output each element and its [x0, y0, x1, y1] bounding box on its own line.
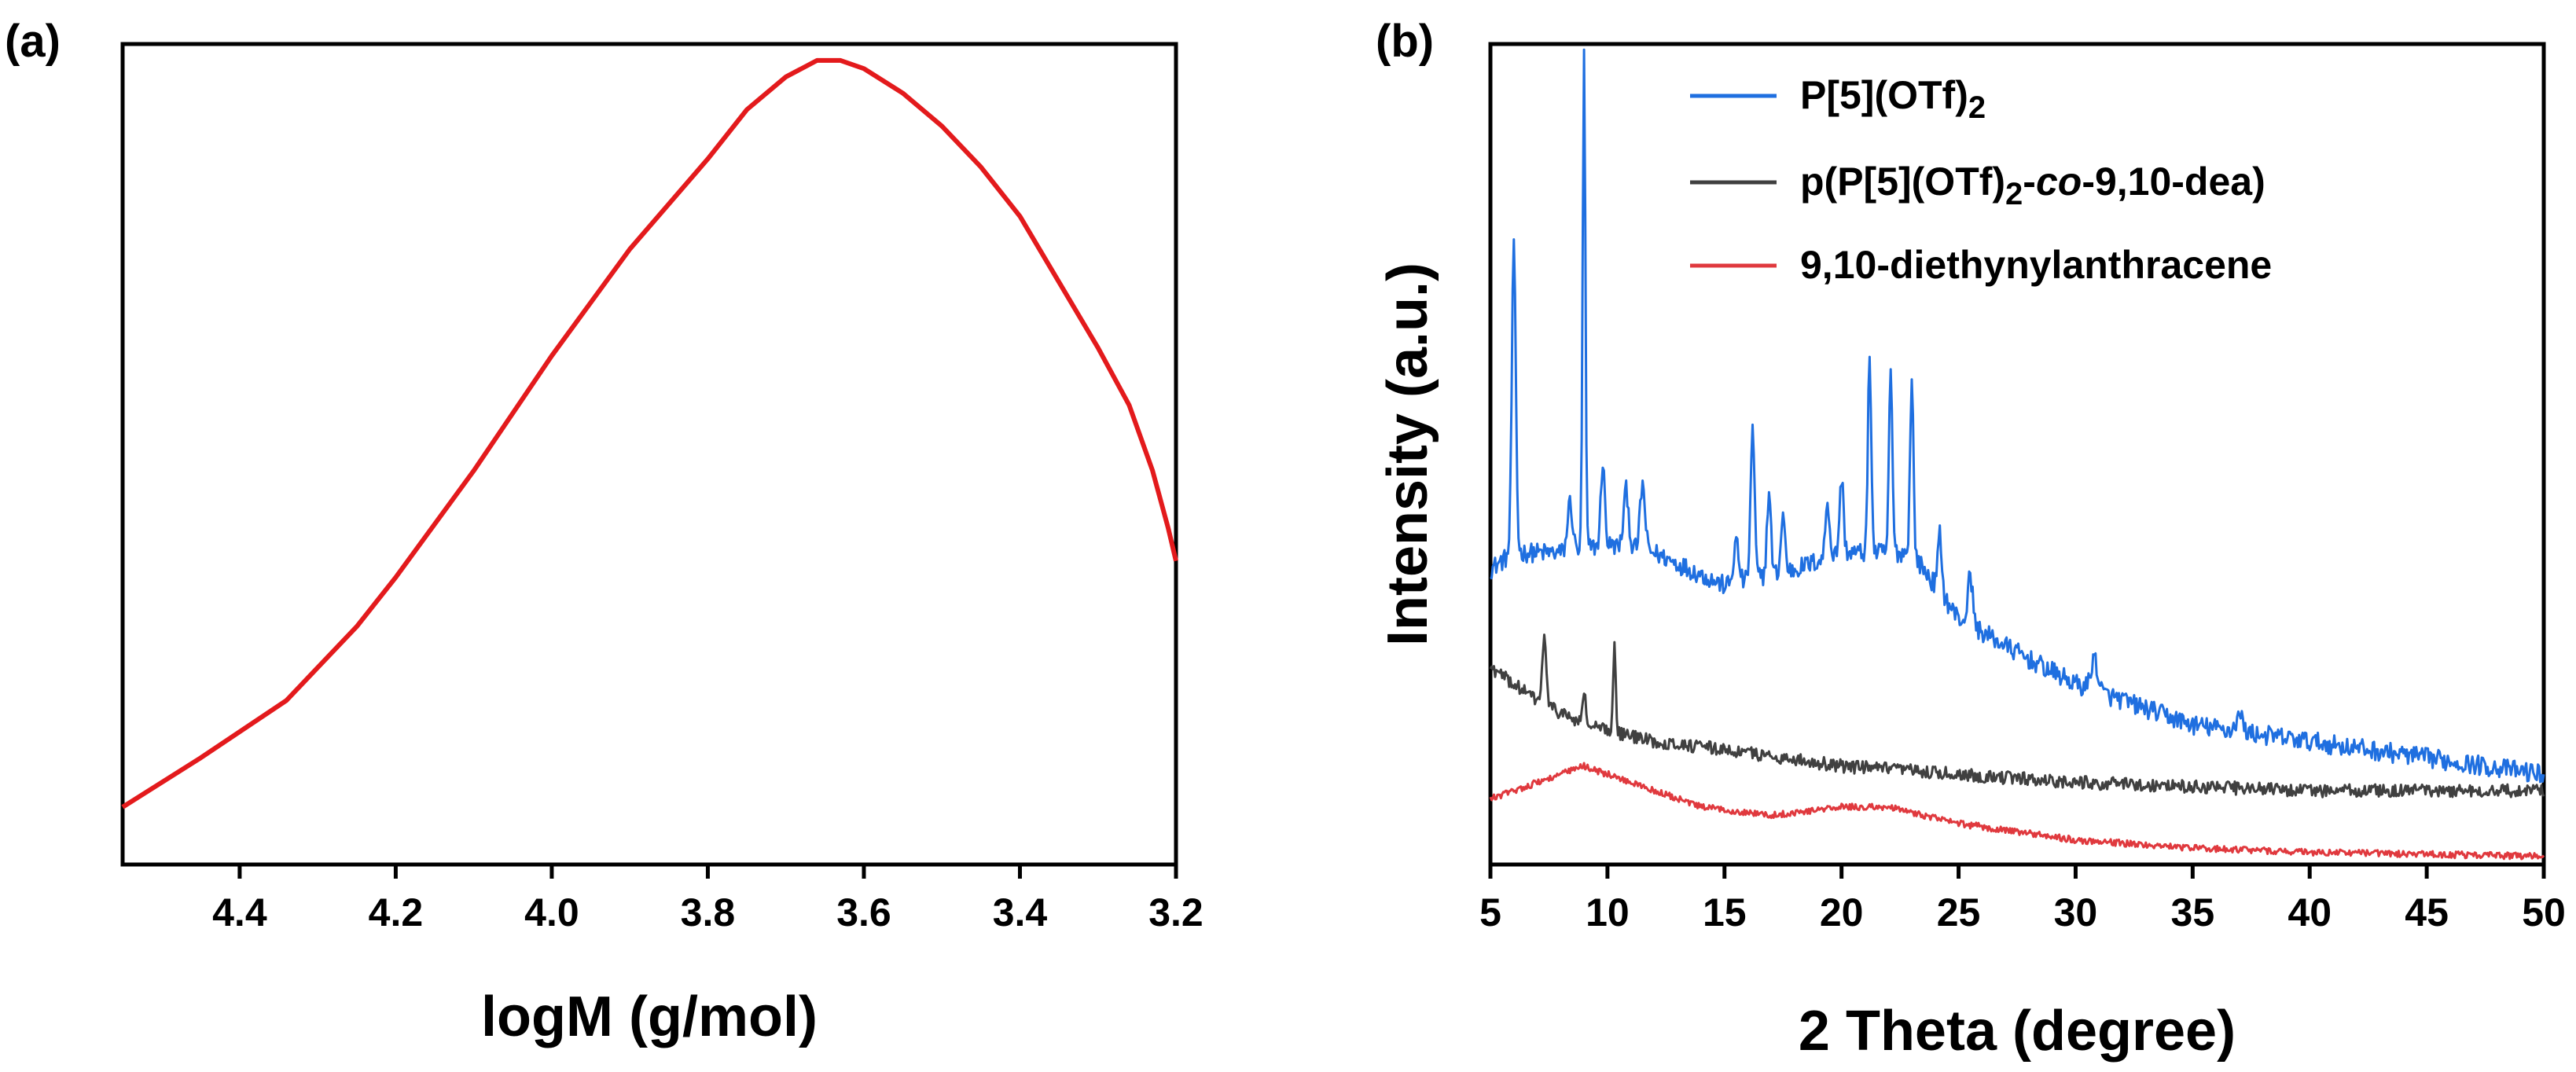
x-tick-label: 50	[2522, 890, 2566, 934]
x-tick-label: 30	[2054, 890, 2098, 934]
x-tick-label: 10	[1586, 890, 1630, 934]
chart-panel-b: (b) 5 10 15 20 25 30 35 40 45 50 2 Theta (degree)…	[1376, 16, 2566, 1063]
legend-label-1: p(P[5](OTf)2-co-9,10-dea)	[1800, 160, 2265, 211]
x-tick-label: 35	[2171, 890, 2215, 934]
x-axis-ticks-a: 4.4 4.2 4.0 3.8 3.6 3.4 3.2	[212, 865, 1203, 934]
series-line-a-0	[121, 57, 1178, 810]
x-tick-label: 3.8	[681, 890, 736, 934]
series-layer-a	[121, 57, 1178, 810]
x-tick-label: 25	[1937, 890, 1981, 934]
x-tick-label: 20	[1820, 890, 1864, 934]
series-line-b-2	[1489, 762, 2545, 861]
x-tick-label: 3.4	[993, 890, 1048, 934]
x-tick-label: 4.0	[524, 890, 579, 934]
series-layer-b	[1489, 48, 2545, 861]
x-tick-label: 15	[1703, 890, 1747, 934]
plot-frame-b	[1488, 42, 2546, 867]
x-tick-label: 3.6	[836, 890, 891, 934]
plot-frame-a	[120, 42, 1178, 867]
x-axis-title-a: logM (g/mol)	[481, 986, 818, 1048]
panel-label-a: (a)	[5, 16, 61, 67]
legend-b: P[5](OTf)2 p(P[5](OTf)2-co-9,10-dea) 9,1…	[1690, 73, 2272, 287]
panel-label-b: (b)	[1376, 16, 1434, 67]
x-tick-label: 3.2	[1148, 890, 1203, 934]
legend-label-0: P[5](OTf)2	[1800, 73, 1986, 125]
x-tick-label: 40	[2288, 890, 2332, 934]
series-line-b-1	[1489, 633, 2545, 798]
y-axis-title-b: Intensity (a.u.)	[1376, 262, 1439, 646]
x-tick-label: 4.2	[369, 890, 424, 934]
chart-panel-a: (a) 4.4 4.2 4.0 3.8 3.6 3.4 3.2 logM (g/mol)	[5, 16, 1203, 1048]
x-axis-ticks-b: 5 10 15 20 25 30 35 40 45 50	[1479, 865, 2566, 934]
legend-label-2: 9,10-diethynylanthracene	[1800, 243, 2272, 287]
x-tick-label: 45	[2405, 890, 2449, 934]
x-tick-label: 5	[1479, 890, 1501, 934]
x-axis-title-b: 2 Theta (degree)	[1799, 1000, 2236, 1063]
x-tick-label: 4.4	[212, 890, 267, 934]
series-line-b-0	[1490, 48, 2545, 784]
